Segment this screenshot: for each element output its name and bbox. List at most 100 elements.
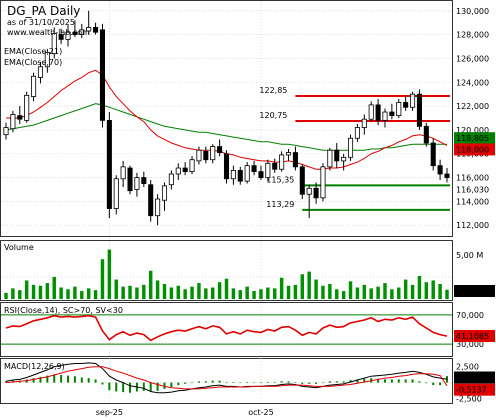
ema70-badge-bg <box>454 132 495 145</box>
rsi-series: 70,000 30,000 <box>1 311 484 349</box>
volume-bar <box>300 274 305 299</box>
candle-body <box>306 187 312 195</box>
volume-legend: Volume <box>4 243 34 252</box>
candle-body <box>396 102 402 117</box>
volume-bar <box>273 288 277 299</box>
candle-body <box>347 137 354 158</box>
macd-histogram-bar <box>211 380 214 383</box>
macd-histogram-bar <box>163 382 166 389</box>
macd-histogram-bar <box>301 382 304 384</box>
macd-histogram-bar <box>39 376 42 383</box>
macd-histogram-bar <box>184 382 187 384</box>
candle-body <box>189 159 195 173</box>
x-axis-label: sep-25 <box>96 408 123 417</box>
macd-histogram-bar <box>80 377 83 383</box>
volume-bar <box>183 289 187 299</box>
candle-body <box>161 185 168 201</box>
volume-bar <box>410 284 415 299</box>
candle-body <box>354 127 360 139</box>
candle-body <box>141 177 147 184</box>
volume-bar <box>321 285 325 299</box>
macd-histogram-bar <box>328 381 331 383</box>
macd-histogram-bar <box>122 382 125 393</box>
volume-bar <box>45 283 50 299</box>
macd-line <box>5 362 448 394</box>
rsi-tick-label: 70,000 <box>456 311 484 320</box>
volume-bar <box>403 279 408 299</box>
macd-histogram-bar <box>197 381 200 383</box>
macd-legend: MACD(12,26,9) <box>4 362 65 371</box>
volume-bar <box>341 291 346 299</box>
candle-body <box>382 111 388 121</box>
macd-histogram-bar <box>294 381 297 383</box>
volume-bar <box>293 284 298 299</box>
price-tick-label: 116,000 <box>456 174 489 183</box>
macd-histogram-bar <box>191 382 194 384</box>
ema21-legend: EMA(Close,21) <box>4 47 62 56</box>
volume-bar <box>314 279 318 299</box>
level-label: 120,75 <box>259 111 287 120</box>
candle-body <box>444 173 450 178</box>
candle-body <box>279 154 285 170</box>
volume-bars: 5,00 M <box>4 249 483 299</box>
signal-badge-bg <box>454 383 495 396</box>
price-tick-label: 126,000 <box>456 54 489 63</box>
candle-body <box>182 167 188 173</box>
volume-bar <box>93 290 98 299</box>
volume-bar <box>86 288 91 299</box>
candle-body <box>175 167 181 175</box>
macd-histogram-bar <box>101 382 104 385</box>
volume-bar <box>245 286 249 299</box>
candle-body <box>51 33 57 55</box>
macd-histogram-bar <box>411 379 414 383</box>
macd-histogram-bar <box>149 382 152 392</box>
macd-histogram-bar <box>383 379 386 383</box>
macd-histogram-bar <box>115 382 118 392</box>
candle-body <box>17 115 23 120</box>
macd-badge: 0,5108 <box>456 374 484 383</box>
macd-histogram-bar <box>46 375 49 383</box>
ema70-line <box>5 103 447 151</box>
macd-histogram-bar <box>170 382 173 388</box>
candle-body <box>361 118 367 128</box>
candle-body <box>79 29 85 35</box>
macd-histogram-bar <box>67 375 70 383</box>
macd-histogram-bar <box>439 382 442 386</box>
macd-histogram-bar <box>259 382 262 384</box>
volume-bar <box>121 286 125 299</box>
candle-body <box>423 125 429 144</box>
volume-bar <box>100 259 105 299</box>
close-badge: 116,030 <box>456 186 489 195</box>
candle-body <box>168 173 174 186</box>
candle-body <box>37 66 43 78</box>
macd-histogram-bar <box>446 376 448 383</box>
macd-histogram-bar <box>287 381 290 383</box>
candle-body <box>223 153 230 180</box>
candle-body <box>113 178 119 209</box>
candle-body <box>155 198 161 217</box>
volume-bar <box>155 280 160 299</box>
candle-body <box>120 166 126 180</box>
volume-badge: 1,05 M <box>456 287 483 296</box>
volume-bar <box>114 279 118 299</box>
volume-bar <box>307 271 311 299</box>
candle-body <box>244 165 250 182</box>
macd-histogram-bar <box>32 378 35 383</box>
macd-signal-line <box>5 366 448 390</box>
macd-histogram-bar <box>53 374 56 383</box>
volume-bar <box>259 289 263 299</box>
ema70-badge: 118,805 <box>456 134 489 143</box>
volume-bar <box>210 287 215 299</box>
rsi-pane[interactable] <box>0 302 453 357</box>
x-axis-label: oct-25 <box>248 408 274 417</box>
macd-histogram-bar <box>308 382 311 384</box>
volume-bar <box>383 283 387 299</box>
level-label: 113,29 <box>266 200 294 209</box>
candle-body <box>65 31 71 40</box>
volume-bar <box>445 289 449 299</box>
candle-body <box>313 187 319 199</box>
macd-histogram-bar <box>397 379 400 383</box>
volume-bar <box>417 276 422 299</box>
volume-bar <box>4 292 8 299</box>
